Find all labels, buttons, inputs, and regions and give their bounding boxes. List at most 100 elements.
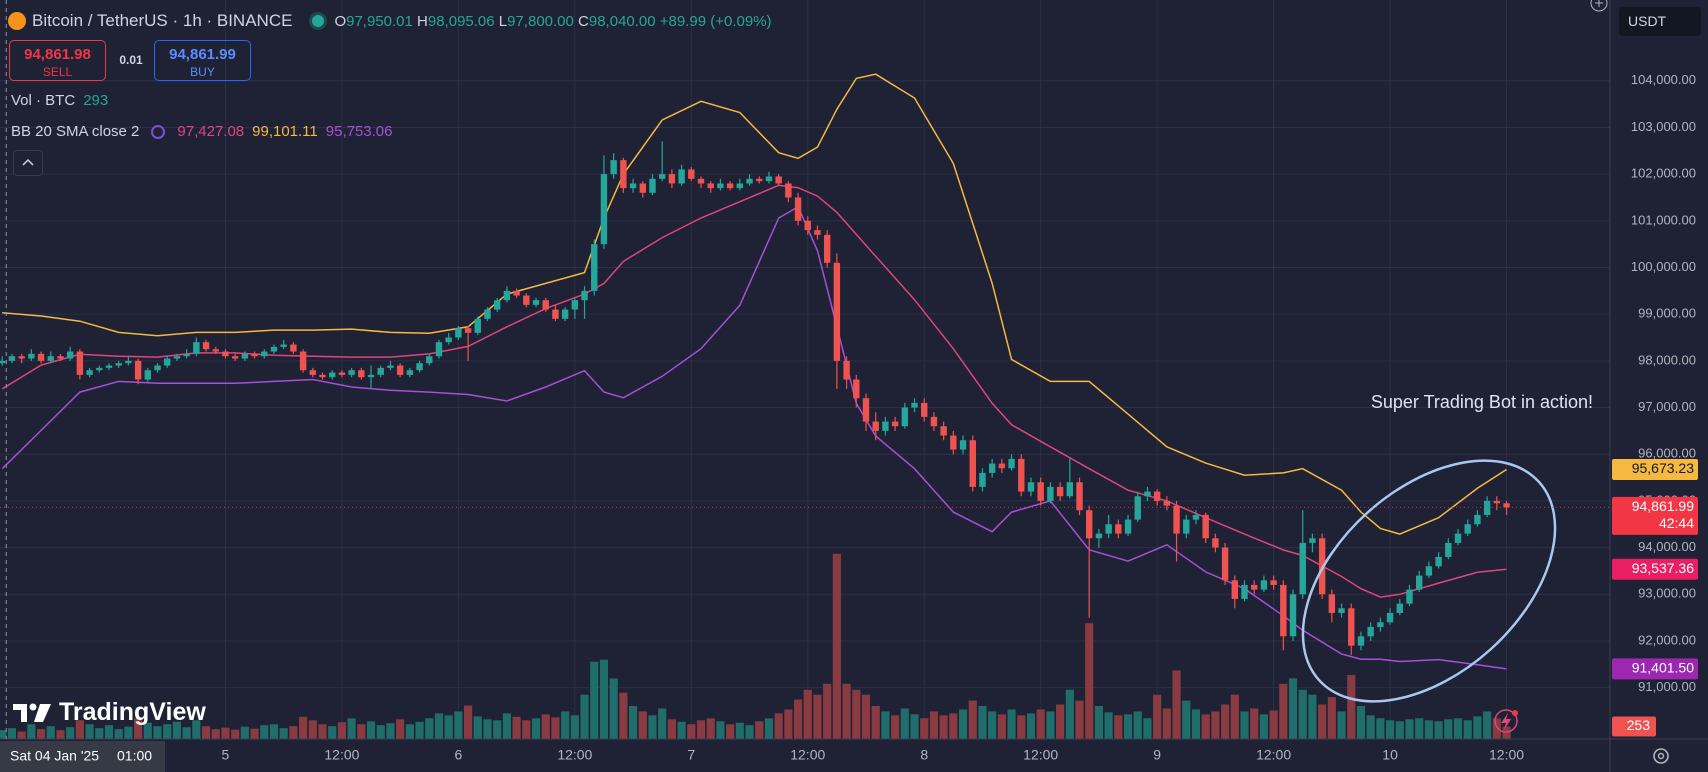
candle-body (1386, 612, 1394, 623)
volume-bar (85, 724, 94, 739)
candle-body (668, 174, 676, 184)
candle-body (387, 365, 394, 368)
candle-body (891, 421, 899, 427)
candle-body (261, 351, 268, 357)
volume-bar (793, 699, 803, 739)
ohlc-value: 97,800.00 (507, 12, 574, 30)
volume-bar (1094, 705, 1103, 739)
volume-bar (153, 726, 162, 739)
volume-bar (143, 722, 152, 739)
volume-bar (716, 721, 725, 739)
candle-body (610, 160, 617, 175)
candle-body (1377, 622, 1384, 627)
volume-bar (1502, 726, 1511, 739)
candle-body (1328, 594, 1336, 613)
candle-body (183, 353, 190, 357)
volume-bar (1056, 704, 1065, 739)
volume-bar (279, 728, 288, 739)
candle-body (1047, 486, 1054, 501)
volume-bar (250, 728, 259, 739)
volume-bar (0, 730, 7, 739)
candle-body (329, 372, 336, 378)
collapse-button[interactable] (13, 150, 43, 176)
candle-body (338, 372, 346, 375)
settings-icon[interactable] (1653, 748, 1669, 764)
volume-bar (706, 718, 715, 739)
volume-legend: Vol · BTC 293 (11, 92, 108, 109)
candle-body (678, 169, 685, 184)
candle-body (1289, 594, 1297, 637)
y-tick-label: 101,000.00 (1631, 212, 1696, 227)
volume-bar (852, 689, 861, 739)
currency-selector[interactable]: USDT (1619, 7, 1701, 36)
candle-body (697, 178, 705, 184)
y-tick-label: 92,000.00 (1638, 632, 1696, 647)
candle-body (804, 220, 811, 231)
candle-body (105, 365, 113, 368)
change: +89.99 (+0.09%) (659, 12, 772, 30)
volume-tag (1612, 716, 1656, 737)
band-line (2, 73, 1507, 535)
x-tick-label: 5 (222, 747, 230, 763)
candle-body (1144, 491, 1151, 497)
volume-bar (1337, 711, 1346, 739)
bb-lower: 95,753.06 (325, 123, 393, 140)
candle-body (1309, 538, 1316, 543)
candle-body (1163, 500, 1171, 506)
volume-bar (881, 711, 890, 739)
candle-body (1066, 482, 1074, 497)
ohlc-value: 98,040.00 (588, 12, 656, 30)
annotation: Super Trading Bot in action! (1371, 392, 1593, 412)
candle-body (115, 363, 122, 366)
sell-button[interactable]: 94,861.98 SELL (9, 40, 106, 81)
candle-body (833, 262, 841, 361)
candle-body (47, 356, 54, 361)
symbol[interactable]: Bitcoin / TetherUS · 1h · BINANCE (32, 11, 293, 30)
y-tick-label: 98,000.00 (1638, 352, 1696, 367)
candle-body (542, 300, 549, 310)
candle-body (872, 421, 879, 431)
bb-basis: 97,427.08 (177, 123, 245, 140)
candle-body (416, 363, 423, 371)
candle-body (901, 407, 909, 427)
bb-icon[interactable] (151, 124, 166, 139)
candle-body (1008, 458, 1015, 469)
alert-icon[interactable] (1494, 709, 1518, 733)
volume-bar (1395, 721, 1404, 739)
candle-body (231, 356, 239, 359)
price-tag-label: 94,861.99 (1632, 498, 1694, 514)
candle-body (66, 351, 74, 359)
volume-bar (1123, 714, 1133, 739)
volume-bar (1191, 709, 1201, 739)
candle-body (222, 351, 229, 357)
candle-body (464, 328, 472, 333)
candle-body (814, 230, 821, 235)
candle-body (280, 344, 287, 347)
volume-name[interactable]: Vol · BTC (11, 92, 76, 109)
candle-body (474, 318, 481, 333)
add-icon[interactable] (1590, 0, 1608, 12)
candle-body (1396, 603, 1403, 613)
volume-bar (1327, 697, 1336, 739)
candle-body (1192, 514, 1200, 520)
candle-body (1474, 514, 1481, 525)
candle-body (396, 365, 404, 375)
candle-body (18, 356, 25, 359)
volume-bar (570, 715, 579, 739)
candle-body (1221, 547, 1229, 581)
candle-body (1357, 636, 1365, 646)
volume-bar (949, 713, 958, 739)
volume-bar (483, 719, 492, 739)
volume-bar (939, 715, 948, 739)
volume-bar (1026, 713, 1036, 739)
volume-bar (764, 718, 774, 739)
volume-bar (1114, 715, 1123, 739)
volume-bar (1240, 711, 1249, 739)
candle-body (658, 174, 666, 179)
buy-button[interactable]: 94,861.99 BUY (154, 40, 251, 81)
bb-name[interactable]: BB 20 SMA close 2 (11, 123, 140, 140)
volume-bar (891, 715, 900, 739)
volume-bar (415, 721, 424, 739)
volume-bar (36, 729, 46, 739)
